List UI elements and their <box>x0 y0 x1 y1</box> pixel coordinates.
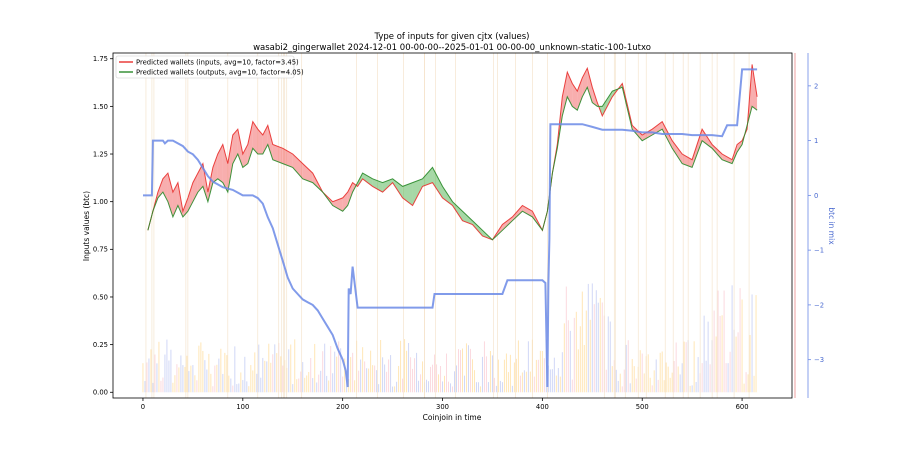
difference-fill-segment <box>642 129 653 141</box>
series-line-2 <box>143 68 758 388</box>
legend-label-inputs: Predicted wallets (inputs, avg=10, facto… <box>136 59 299 67</box>
y-tick-label: 1.00 <box>93 198 108 206</box>
difference-fill-segment <box>222 144 228 193</box>
y-tick-label: 1.25 <box>93 150 108 158</box>
y-tick-label: 0.25 <box>93 341 108 349</box>
y-tick-label: 0.75 <box>93 246 108 254</box>
difference-fill-segment <box>187 182 193 212</box>
y-axis-right: −3 −2 −1 0 1 2 <box>794 53 824 398</box>
legend-box <box>115 55 295 79</box>
y-tick-label: 0.00 <box>93 389 108 397</box>
difference-fill-segment <box>212 154 218 183</box>
difference-fill-segment <box>412 178 423 206</box>
x-tick-label: 400 <box>536 403 549 411</box>
difference-fill-segment <box>587 68 593 103</box>
difference-fill-segment <box>162 173 168 202</box>
y-tick-label: 1.50 <box>93 103 108 111</box>
difference-fill-segment <box>562 72 568 116</box>
difference-fill-segment <box>167 173 173 217</box>
y-axis-left: 0.00 0.25 0.50 0.75 1.00 1.25 1.50 1.75 <box>93 55 113 397</box>
difference-fill-segment <box>247 121 253 164</box>
y-tick-label: 1.75 <box>93 55 108 63</box>
chart-title: Type of inputs for given cjtx (values) <box>374 32 530 42</box>
difference-fill-segment <box>272 144 283 164</box>
x-tick-label: 100 <box>236 403 249 411</box>
plot-frame <box>112 52 793 399</box>
legend: Predicted wallets (inputs, avg=10, facto… <box>115 55 304 79</box>
difference-fill-segment <box>232 129 238 164</box>
difference-fill-segment <box>432 167 443 198</box>
difference-fill-segment <box>227 134 233 193</box>
difference-fill-segment <box>302 163 313 183</box>
difference-fill-segment <box>512 205 523 221</box>
difference-fill-segment <box>712 144 723 160</box>
difference-fill-segment <box>652 121 663 135</box>
chart-subtitle: wasabi2_gingerwallet 2024-12-01 00-00-00… <box>253 43 651 53</box>
difference-fill-segment <box>672 140 683 164</box>
difference-fill-segment <box>752 64 758 111</box>
difference-fill-segment <box>577 77 583 111</box>
difference-fill-segment <box>502 216 513 231</box>
x-axis: 0 100 200 300 400 500 600 <box>141 398 749 411</box>
background-bars-layer <box>142 53 757 398</box>
difference-fill-segment <box>257 129 263 155</box>
series-line-1 <box>147 86 758 241</box>
y-tick-label: 0.50 <box>93 293 108 301</box>
difference-fill-segment <box>722 154 733 164</box>
difference-fill-segment <box>292 154 303 179</box>
difference-fill-layer <box>147 64 758 240</box>
series-line-0 <box>147 64 758 241</box>
x-tick-label: 200 <box>336 403 349 411</box>
difference-fill-segment <box>572 83 578 111</box>
difference-fill-segment <box>362 173 373 187</box>
series-lines-layer <box>143 64 758 388</box>
difference-fill-segment <box>632 125 643 141</box>
difference-fill-segment <box>472 220 483 236</box>
difference-fill-segment <box>422 167 433 187</box>
x-axis-label: Coinjoin in time <box>423 413 482 422</box>
difference-fill-segment <box>392 178 403 198</box>
x-tick-label: 500 <box>636 403 649 411</box>
difference-fill-segment <box>452 201 463 221</box>
x-tick-label: 0 <box>141 403 145 411</box>
difference-fill-segment <box>522 205 533 217</box>
x-tick-label: 300 <box>436 403 449 411</box>
difference-fill-segment <box>347 182 353 206</box>
y2-tick-label: −1 <box>814 247 824 255</box>
y2-tick-label: −2 <box>814 301 824 309</box>
difference-fill-segment <box>237 129 243 168</box>
y2-tick-label: 2 <box>814 82 818 90</box>
difference-fill-segment <box>242 144 248 168</box>
x-tick-label: 600 <box>736 403 749 411</box>
difference-fill-segment <box>702 129 713 149</box>
y2-tick-label: 1 <box>814 137 818 145</box>
legend-label-outputs: Predicted wallets (outputs, avg=10, fact… <box>136 69 304 77</box>
difference-fill-segment <box>267 125 273 160</box>
y-axis-label: Inputs values (btc) <box>82 191 91 261</box>
y2-axis-label: btc in mix <box>827 207 836 245</box>
difference-fill-segment <box>252 121 258 155</box>
difference-fill-segment <box>692 129 703 168</box>
difference-fill-segment <box>442 186 453 206</box>
difference-fill-segment <box>602 91 613 116</box>
y2-tick-label: 0 <box>814 192 818 200</box>
y2-tick-label: −3 <box>814 356 824 364</box>
difference-fill-segment <box>217 144 223 183</box>
